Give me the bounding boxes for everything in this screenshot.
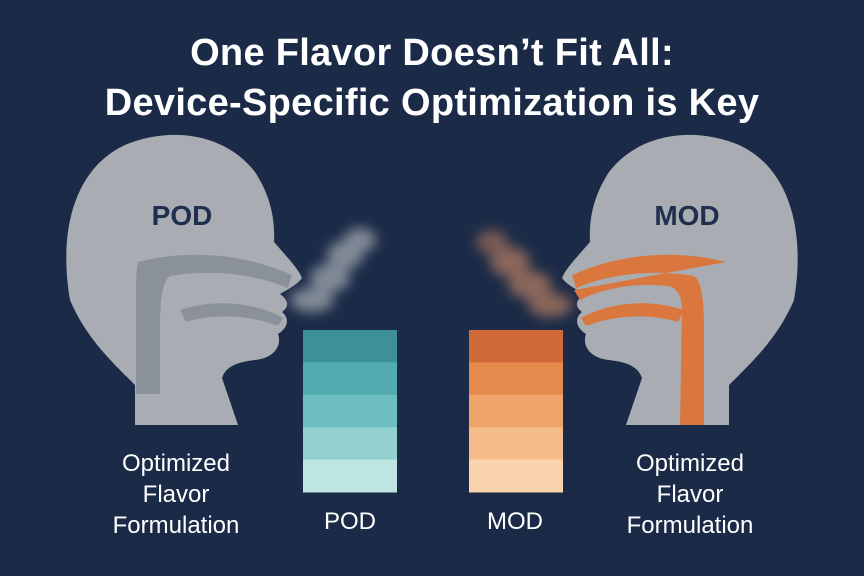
right-caption: Optimized Flavor Formulation (590, 448, 790, 541)
right-head-label: MOD (654, 200, 720, 231)
left-vapor-plume (290, 228, 376, 312)
right-caption-line: Optimized (635, 450, 745, 477)
mod-swatch-shade-4 (469, 427, 563, 461)
left-caption-line: Flavor (142, 481, 210, 508)
right-caption-line: Formulation (626, 512, 754, 539)
left-airway (136, 254, 292, 394)
right-vapor-plume (476, 230, 572, 317)
pod-flavor-swatch (303, 330, 397, 493)
pod-swatch-shade-1 (303, 330, 397, 363)
right-caption-line: Flavor (656, 481, 724, 508)
left-caption-line: Formulation (112, 512, 240, 539)
left-caption-line: Optimized (121, 450, 231, 477)
right-airway (572, 254, 726, 425)
mod-swatch-shade-1 (469, 330, 563, 363)
mod-swatch-shade-2 (469, 362, 563, 396)
title-line-1: One Flavor Doesn’t Fit All: (190, 32, 674, 74)
mod-swatch-label: MOD (487, 508, 543, 535)
left-head-profile (66, 134, 302, 426)
pod-swatch-shade-2 (303, 362, 397, 396)
left-head-label: POD (151, 200, 213, 231)
pod-swatch-shade-4 (303, 427, 397, 461)
pod-swatch-shade-3 (303, 394, 397, 428)
mod-swatch-shade-5 (469, 459, 563, 493)
pod-swatch-shade-5 (303, 459, 397, 493)
right-lower-tongue (581, 303, 684, 326)
left-caption: Optimized Flavor Formulation (76, 448, 276, 541)
pod-swatch-label: POD (323, 508, 376, 535)
title-line-2: Device-Specific Optimization is Key (104, 82, 760, 124)
mod-swatch-shade-3 (469, 394, 563, 428)
mod-flavor-swatch (469, 330, 563, 493)
right-head-profile (562, 134, 798, 426)
left-head-silhouette (66, 134, 302, 426)
left-lower-tongue (180, 303, 283, 326)
